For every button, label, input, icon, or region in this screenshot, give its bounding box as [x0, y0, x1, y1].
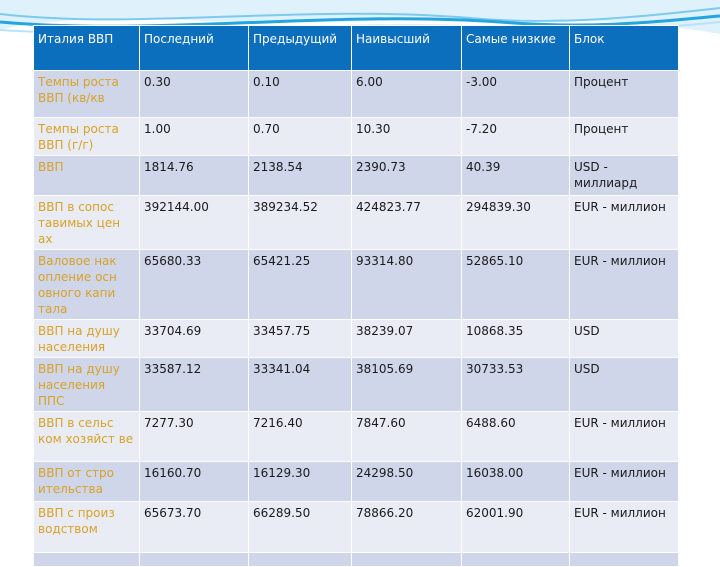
cell-lowest: 294839.30	[461, 195, 570, 250]
cell-lowest: 16038.00	[461, 461, 570, 502]
gdp-table-container: Италия ВВП Последний Предыдущий Наивысши…	[33, 25, 679, 567]
empty-cell	[351, 552, 462, 567]
cell-lowest: -3.00	[461, 70, 570, 118]
row-label: ВВП на душу населения	[33, 319, 140, 358]
cell-lowest: 52865.10	[461, 249, 570, 320]
empty-cell	[569, 552, 679, 567]
cell-previous: 33457.75	[248, 319, 352, 358]
row-label: Валовое нак опление осн овного капи тала	[33, 249, 140, 320]
cell-unit: Процент	[569, 117, 679, 156]
cell-lowest: 6488.60	[461, 411, 570, 462]
cell-highest: 38105.69	[351, 357, 462, 412]
cell-lowest: 40.39	[461, 155, 570, 196]
empty-cell	[139, 552, 249, 567]
cell-unit: EUR - миллион	[569, 461, 679, 502]
cell-last: 65673.70	[139, 501, 249, 553]
empty-cell	[33, 552, 140, 567]
cell-last: 33587.12	[139, 357, 249, 412]
cell-last: 0.30	[139, 70, 249, 118]
cell-previous: 2138.54	[248, 155, 352, 196]
cell-unit: EUR - миллион	[569, 249, 679, 320]
cell-previous: 33341.04	[248, 357, 352, 412]
cell-previous: 0.70	[248, 117, 352, 156]
cell-lowest: 10868.35	[461, 319, 570, 358]
cell-last: 1814.76	[139, 155, 249, 196]
table-row: ВВП в сельс ком хозяйст ве 7277.30 7216.…	[33, 411, 679, 462]
table-row: ВВП от стро ительства 16160.70 16129.30 …	[33, 461, 679, 502]
cell-highest: 93314.80	[351, 249, 462, 320]
cell-previous: 0.10	[248, 70, 352, 118]
table-row: ВВП на душу населения ППС 33587.12 33341…	[33, 357, 679, 412]
empty-cell	[461, 552, 570, 567]
cell-previous: 66289.50	[248, 501, 352, 553]
cell-unit: USD	[569, 319, 679, 358]
cell-highest: 424823.77	[351, 195, 462, 250]
row-label: Темпы роста ВВП (кв/кв	[33, 70, 140, 118]
cell-unit: Процент	[569, 70, 679, 118]
header-previous: Предыдущий	[248, 25, 352, 71]
cell-highest: 6.00	[351, 70, 462, 118]
table-row: ВВП на душу населения 33704.69 33457.75 …	[33, 319, 679, 358]
cell-last: 1.00	[139, 117, 249, 156]
cell-lowest: 62001.90	[461, 501, 570, 553]
italy-gdp-table: Италия ВВП Последний Предыдущий Наивысши…	[33, 25, 679, 567]
row-label: Темпы роста ВВП (г/г)	[33, 117, 140, 156]
cell-lowest: 30733.53	[461, 357, 570, 412]
empty-cell	[248, 552, 352, 567]
cell-highest: 2390.73	[351, 155, 462, 196]
cell-unit: EUR - миллион	[569, 195, 679, 250]
row-label: ВВП на душу населения ППС	[33, 357, 140, 412]
cell-previous: 389234.52	[248, 195, 352, 250]
cell-previous: 7216.40	[248, 411, 352, 462]
cell-last: 33704.69	[139, 319, 249, 358]
cell-highest: 7847.60	[351, 411, 462, 462]
cell-unit: USD	[569, 357, 679, 412]
row-label: ВВП	[33, 155, 140, 196]
table-row-partial	[33, 552, 679, 567]
cell-last: 16160.70	[139, 461, 249, 502]
row-label: ВВП с произ водством	[33, 501, 140, 553]
header-last: Последний	[139, 25, 249, 71]
row-label: ВВП от стро ительства	[33, 461, 140, 502]
cell-unit: EUR - миллион	[569, 411, 679, 462]
table-row: Темпы роста ВВП (кв/кв 0.30 0.10 6.00 -3…	[33, 70, 679, 118]
table-row: ВВП 1814.76 2138.54 2390.73 40.39 USD - …	[33, 155, 679, 196]
table-row: ВВП с произ водством 65673.70 66289.50 7…	[33, 501, 679, 553]
cell-last: 65680.33	[139, 249, 249, 320]
cell-highest: 78866.20	[351, 501, 462, 553]
table-row: Темпы роста ВВП (г/г) 1.00 0.70 10.30 -7…	[33, 117, 679, 156]
cell-highest: 10.30	[351, 117, 462, 156]
cell-lowest: -7.20	[461, 117, 570, 156]
cell-unit: EUR - миллион	[569, 501, 679, 553]
header-lowest: Самые низкие	[461, 25, 570, 71]
row-label: ВВП в сопос тавимых цен ах	[33, 195, 140, 250]
cell-highest: 38239.07	[351, 319, 462, 358]
table-header-row: Италия ВВП Последний Предыдущий Наивысши…	[33, 25, 679, 71]
row-label: ВВП в сельс ком хозяйст ве	[33, 411, 140, 462]
cell-highest: 24298.50	[351, 461, 462, 502]
table-row: Валовое нак опление осн овного капи тала…	[33, 249, 679, 320]
cell-previous: 65421.25	[248, 249, 352, 320]
cell-last: 392144.00	[139, 195, 249, 250]
cell-previous: 16129.30	[248, 461, 352, 502]
header-unit: Блок	[569, 25, 679, 71]
table-row: ВВП в сопос тавимых цен ах 392144.00 389…	[33, 195, 679, 250]
cell-last: 7277.30	[139, 411, 249, 462]
cell-unit: USD - миллиард	[569, 155, 679, 196]
header-highest: Наивысший	[351, 25, 462, 71]
header-indicator: Италия ВВП	[33, 25, 140, 71]
